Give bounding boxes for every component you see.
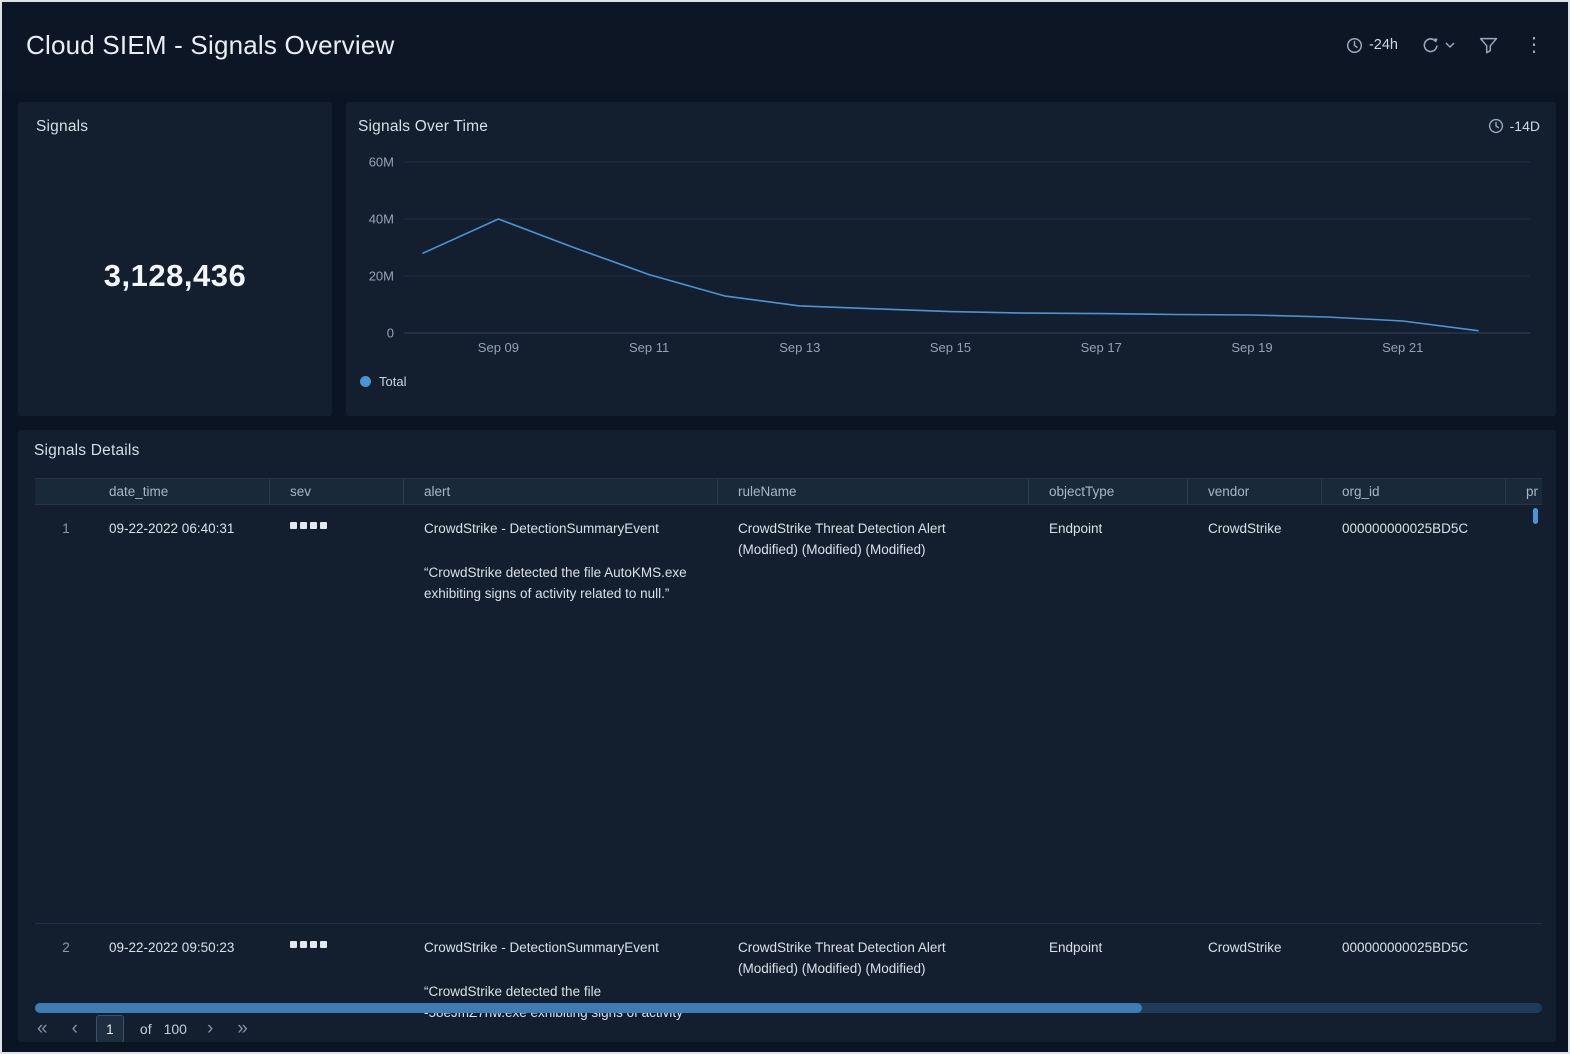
svg-text:0: 0	[387, 326, 394, 341]
column-header-objecttype[interactable]: objectType	[1029, 479, 1188, 504]
signals-panel-title: Signals	[36, 118, 89, 135]
pagination-of-label: of	[139, 1021, 152, 1037]
column-header-rulename[interactable]: ruleName	[718, 479, 1029, 504]
legend-dot-icon	[360, 376, 371, 387]
svg-text:40M: 40M	[369, 212, 394, 227]
pagination: « ‹ 1 of 100 › »	[35, 1014, 250, 1042]
horizontal-scrollbar[interactable]	[35, 1003, 1542, 1013]
row-index: 1	[62, 521, 70, 536]
cell-date-time: 09-22-2022 09:50:23	[109, 940, 235, 955]
table-header-row: date_time sev alert ruleName objectType …	[35, 478, 1542, 505]
chart-time-range-label: -14D	[1509, 118, 1540, 134]
row-index: 2	[62, 940, 70, 955]
svg-text:Sep 21: Sep 21	[1382, 340, 1423, 355]
refresh-icon	[1423, 37, 1438, 52]
refresh-control[interactable]	[1422, 37, 1455, 54]
chart-panel-title: Signals Over Time	[358, 118, 489, 135]
signals-over-time-panel: 0 20M 40M 60M Sep 09 Sep 11 Sep 13 Sep 15 Sep 17…	[346, 102, 1556, 416]
header: Cloud SIEM - Signals Overview -24h	[2, 2, 1568, 92]
filter-button[interactable]	[1479, 37, 1498, 54]
last-page-button[interactable]: »	[237, 1018, 248, 1039]
kebab-menu-button[interactable]: ⋮	[1524, 34, 1544, 56]
legend-label: Total	[379, 374, 407, 389]
cell-alert: CrowdStrike - DetectionSummaryEvent “Cro…	[404, 505, 718, 923]
cell-rulename: CrowdStrike Threat Detection Alert (Modi…	[738, 521, 946, 557]
filter-icon	[1479, 37, 1498, 54]
column-header-pr[interactable]: pr	[1526, 484, 1539, 499]
chart-legend[interactable]: Total	[360, 374, 406, 389]
table-body: 1 09-22-2022 06:40:31 CrowdStrike - Dete…	[35, 505, 1542, 1020]
alert-title: CrowdStrike - DetectionSummaryEvent	[424, 521, 659, 536]
svg-text:60M: 60M	[369, 155, 394, 170]
svg-text:Sep 19: Sep 19	[1231, 340, 1272, 355]
column-header-date-time[interactable]: date_time	[97, 479, 270, 504]
signals-over-time-chart[interactable]: 0 20M 40M 60M Sep 09 Sep 11 Sep 13 Sep 15 Sep 17…	[346, 102, 1556, 416]
clock-icon	[1488, 118, 1503, 134]
svg-text:Sep 11: Sep 11	[629, 340, 669, 355]
cell-org-id: 000000000025BD5C	[1342, 940, 1469, 955]
cell-pr	[1506, 505, 1542, 923]
vertical-scrollbar-thumb[interactable]	[1533, 508, 1538, 524]
table-row[interactable]: 1 09-22-2022 06:40:31 CrowdStrike - Dete…	[35, 505, 1542, 924]
cell-org-id: 000000000025BD5C	[1342, 521, 1469, 536]
cell-rulename: CrowdStrike Threat Detection Alert (Modi…	[738, 940, 946, 976]
time-range-label: -24h	[1368, 37, 1398, 53]
signals-total-value: 3,128,436	[103, 258, 247, 293]
svg-text:Sep 17: Sep 17	[1081, 340, 1122, 355]
svg-text:Sep 15: Sep 15	[930, 340, 971, 355]
signals-details-panel: Signals Details date_time sev alert rule…	[18, 430, 1556, 1042]
alert-description: “CrowdStrike detected the file AutoKMS.e…	[424, 565, 687, 601]
cell-objecttype: Endpoint	[1049, 940, 1103, 955]
cell-severity	[270, 924, 404, 1020]
signals-panel: Signals 3,128,436	[18, 102, 332, 416]
cell-vendor: CrowdStrike	[1208, 521, 1282, 536]
time-range-control[interactable]: -24h	[1346, 37, 1398, 54]
cell-vendor: CrowdStrike	[1208, 940, 1282, 955]
severity-blocks-icon	[290, 518, 380, 529]
first-page-button[interactable]: «	[37, 1018, 48, 1039]
column-header-vendor[interactable]: vendor	[1188, 479, 1322, 504]
column-header-sev[interactable]: sev	[270, 479, 404, 504]
page-title: Cloud SIEM - Signals Overview	[26, 30, 395, 60]
horizontal-scrollbar-thumb[interactable]	[35, 1003, 1142, 1013]
chevron-down-icon	[1445, 41, 1455, 48]
svg-text:Sep 09: Sep 09	[478, 340, 519, 355]
column-header-alert[interactable]: alert	[404, 479, 718, 504]
current-page-input[interactable]: 1	[95, 1015, 124, 1042]
cell-severity	[270, 505, 404, 923]
total-pages-label: 100	[163, 1021, 187, 1037]
details-panel-title: Signals Details	[34, 442, 140, 459]
chart-time-range-control[interactable]: -14D	[1488, 118, 1540, 134]
cell-objecttype: Endpoint	[1049, 521, 1103, 536]
prev-page-button[interactable]: ‹	[71, 1018, 78, 1039]
alert-description: “CrowdStrike detected the file -58eJmZ7n…	[424, 984, 683, 1020]
column-header-index	[35, 479, 97, 504]
alert-title: CrowdStrike - DetectionSummaryEvent	[424, 940, 659, 955]
header-controls: -24h ⋮	[1346, 34, 1546, 56]
cell-date-time: 09-22-2022 06:40:31	[109, 521, 235, 536]
svg-text:Sep 13: Sep 13	[779, 340, 820, 355]
table-row[interactable]: 2 09-22-2022 09:50:23 CrowdStrike - Dete…	[35, 924, 1542, 1020]
svg-text:20M: 20M	[369, 269, 394, 284]
column-header-org-id[interactable]: org_id	[1322, 479, 1506, 504]
next-page-button[interactable]: ›	[206, 1018, 214, 1039]
severity-blocks-icon	[290, 937, 380, 948]
clock-icon	[1346, 37, 1363, 53]
